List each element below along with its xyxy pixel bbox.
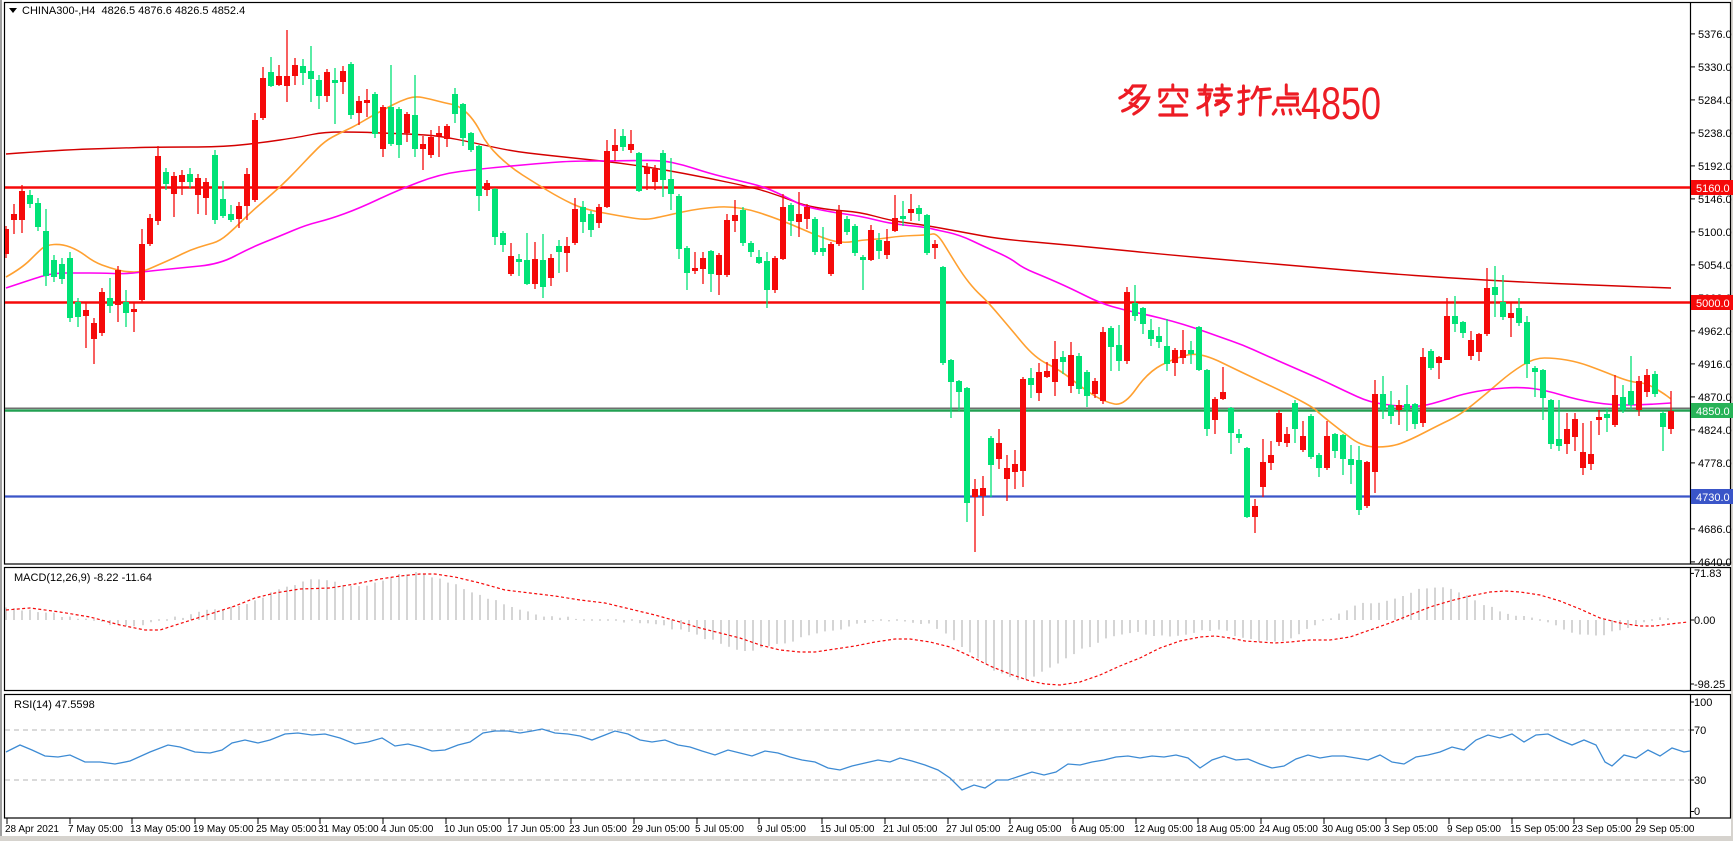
svg-text:CHINA300-,H4 4826.5 4876.6 48: CHINA300-,H4 4826.5 4876.6 4826.5 4852.4 (22, 5, 245, 17)
svg-text:RSI(14) 47.5598: RSI(14) 47.5598 (14, 699, 95, 711)
svg-text:13 May 05:00: 13 May 05:00 (130, 824, 191, 835)
svg-text:2 Aug 05:00: 2 Aug 05:00 (1008, 824, 1062, 835)
svg-text:6 Aug 05:00: 6 Aug 05:00 (1071, 824, 1125, 835)
svg-text:5238.0: 5238.0 (1698, 128, 1732, 140)
svg-text:71.83: 71.83 (1694, 568, 1722, 580)
svg-text:29 Jun 05:00: 29 Jun 05:00 (632, 824, 690, 835)
svg-text:5 Jul 05:00: 5 Jul 05:00 (695, 824, 744, 835)
svg-text:15 Sep 05:00: 15 Sep 05:00 (1510, 824, 1570, 835)
svg-text:5160.0: 5160.0 (1696, 183, 1730, 195)
svg-text:4824.0: 4824.0 (1698, 425, 1732, 437)
svg-text:5192.0: 5192.0 (1698, 161, 1732, 173)
svg-text:4916.0: 4916.0 (1698, 359, 1732, 371)
svg-text:9 Sep 05:00: 9 Sep 05:00 (1447, 824, 1501, 835)
svg-text:MACD(12,26,9) -8.22 -11.64: MACD(12,26,9) -8.22 -11.64 (14, 572, 152, 584)
svg-text:30 Aug 05:00: 30 Aug 05:00 (1322, 824, 1381, 835)
svg-text:27 Jul 05:00: 27 Jul 05:00 (946, 824, 1001, 835)
svg-text:5100.0: 5100.0 (1698, 227, 1732, 239)
svg-text:4850: 4850 (1301, 78, 1381, 129)
svg-text:25 May 05:00: 25 May 05:00 (256, 824, 317, 835)
svg-text:21 Jul 05:00: 21 Jul 05:00 (883, 824, 938, 835)
svg-text:5000.0: 5000.0 (1696, 298, 1730, 310)
svg-text:100: 100 (1694, 697, 1712, 709)
svg-text:28 Apr 2021: 28 Apr 2021 (5, 824, 59, 835)
svg-text:0.00: 0.00 (1694, 615, 1715, 627)
svg-text:5054.0: 5054.0 (1698, 260, 1732, 272)
svg-text:30: 30 (1694, 775, 1706, 787)
svg-text:5146.0: 5146.0 (1698, 194, 1732, 206)
svg-text:5284.0: 5284.0 (1698, 95, 1732, 107)
svg-text:0: 0 (1694, 806, 1700, 818)
svg-text:4778.0: 4778.0 (1698, 458, 1732, 470)
svg-text:12 Aug 05:00: 12 Aug 05:00 (1134, 824, 1193, 835)
svg-text:5376.0: 5376.0 (1698, 29, 1732, 41)
svg-text:4 Jun 05:00: 4 Jun 05:00 (381, 824, 434, 835)
svg-text:-98.25: -98.25 (1694, 679, 1725, 691)
svg-text:4962.0: 4962.0 (1698, 326, 1732, 338)
svg-text:7 May 05:00: 7 May 05:00 (68, 824, 123, 835)
svg-text:17 Jun 05:00: 17 Jun 05:00 (507, 824, 565, 835)
svg-text:4640.0: 4640.0 (1698, 557, 1732, 569)
svg-text:29 Sep 05:00: 29 Sep 05:00 (1635, 824, 1695, 835)
svg-text:24 Aug 05:00: 24 Aug 05:00 (1259, 824, 1318, 835)
svg-text:4730.0: 4730.0 (1696, 492, 1730, 504)
svg-text:70: 70 (1694, 725, 1706, 737)
svg-text:9 Jul 05:00: 9 Jul 05:00 (757, 824, 806, 835)
svg-text:23 Sep 05:00: 23 Sep 05:00 (1572, 824, 1632, 835)
svg-text:10 Jun 05:00: 10 Jun 05:00 (444, 824, 502, 835)
svg-text:31 May 05:00: 31 May 05:00 (318, 824, 379, 835)
svg-text:19 May 05:00: 19 May 05:00 (193, 824, 254, 835)
svg-text:4870.0: 4870.0 (1698, 392, 1732, 404)
svg-text:4850.0: 4850.0 (1696, 406, 1730, 418)
svg-text:3 Sep 05:00: 3 Sep 05:00 (1384, 824, 1438, 835)
svg-text:5330.0: 5330.0 (1698, 62, 1732, 74)
svg-text:15 Jul 05:00: 15 Jul 05:00 (820, 824, 875, 835)
svg-text:23 Jun 05:00: 23 Jun 05:00 (569, 824, 627, 835)
svg-text:4686.0: 4686.0 (1698, 524, 1732, 536)
svg-text:18 Aug 05:00: 18 Aug 05:00 (1196, 824, 1255, 835)
